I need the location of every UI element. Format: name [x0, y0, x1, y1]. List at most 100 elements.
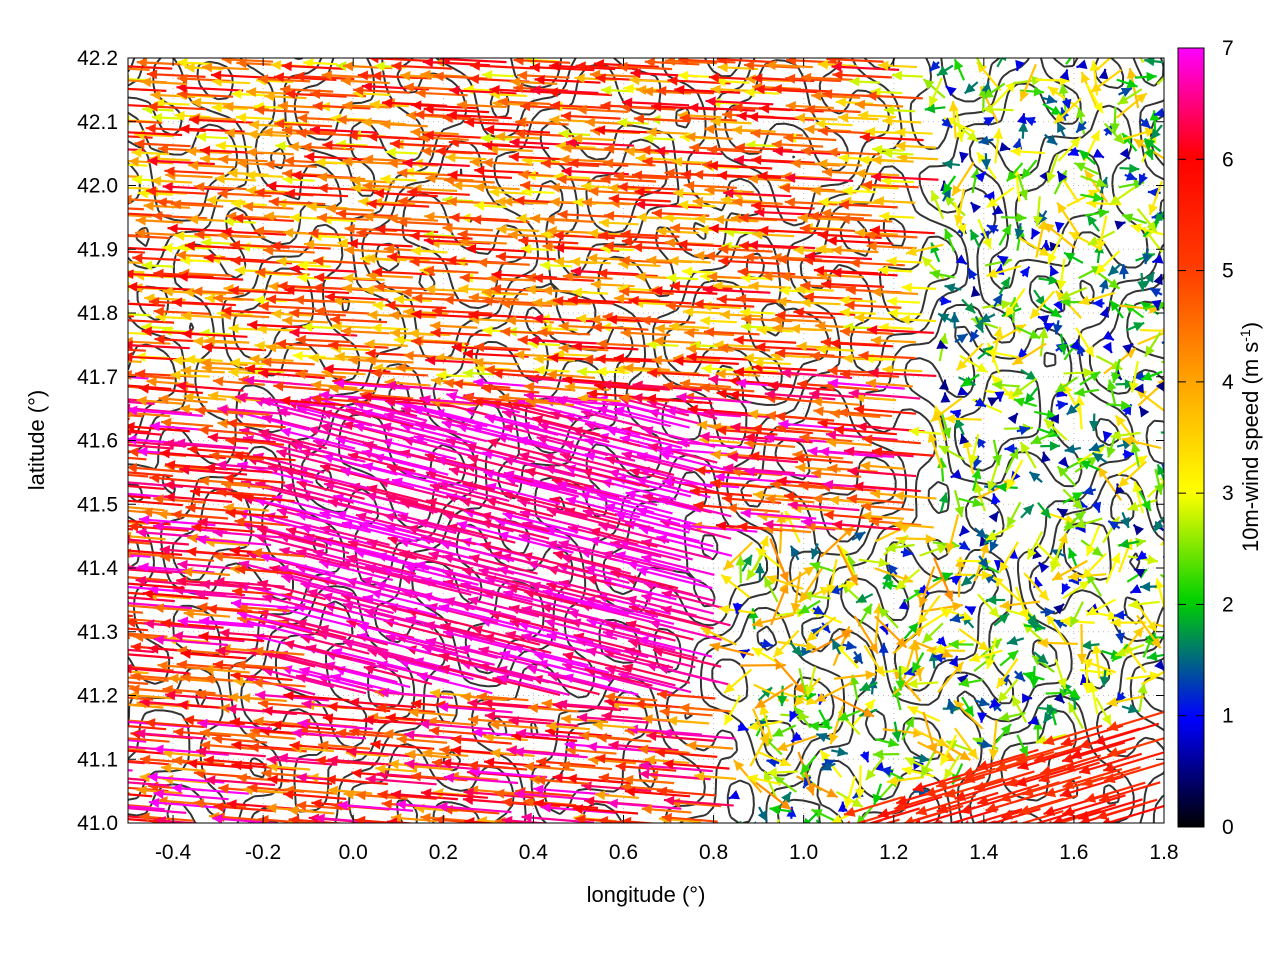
wind-vector-head [114, 733, 124, 743]
wind-vector [752, 708, 770, 747]
wind-vector-head [878, 642, 889, 653]
wind-vector-head [1139, 406, 1150, 418]
wind-vector-shaft [376, 662, 450, 683]
wind-vector [880, 766, 894, 776]
wind-vector-shaft [128, 792, 131, 795]
wind-vector-shaft [128, 417, 130, 421]
wind-vector-head [988, 511, 999, 523]
wind-vector-head [115, 662, 125, 672]
wind-vector-head [513, 747, 525, 758]
wind-vector-head [1115, 632, 1126, 644]
wind-vector-head [1168, 552, 1178, 562]
wind-vector-head [173, 727, 184, 738]
wind-vector-shaft [1096, 798, 1158, 819]
wind-vector-head [128, 403, 131, 414]
wind-vector [746, 774, 782, 786]
wind-vector [168, 673, 216, 684]
wind-vector-head [261, 768, 272, 779]
wind-vector [1077, 798, 1143, 821]
wind-vector-head [212, 734, 223, 744]
wind-vector [663, 759, 730, 770]
wind-vector-head [502, 815, 513, 823]
wind-vector-head [429, 688, 441, 699]
wind-vector-head [314, 813, 325, 823]
wind-vector-head [795, 462, 806, 473]
wind-vector-head [781, 792, 791, 804]
wind-vector [1079, 460, 1100, 471]
wind-vector-shaft [443, 775, 519, 785]
wind-vector [957, 386, 969, 396]
wind-vector-head [176, 659, 188, 670]
wind-vector-head [128, 447, 139, 458]
wind-vector-head [226, 418, 238, 429]
wind-vector-shaft [346, 749, 416, 758]
wind-vector-head [383, 729, 394, 739]
wind-vector-head [266, 754, 277, 765]
wind-vector [854, 765, 865, 800]
wind-vector [327, 701, 391, 713]
wind-vector-head [327, 785, 338, 796]
wind-vector-head [921, 766, 931, 778]
wind-vector [1135, 550, 1148, 562]
wind-vector-head [954, 506, 965, 518]
wind-vector [212, 814, 286, 823]
wind-vector [769, 804, 792, 815]
wind-vector-head [1059, 688, 1070, 699]
wind-vector [1055, 400, 1068, 411]
wind-vector-shaft [69, 480, 124, 484]
wind-vector-shaft [363, 665, 433, 686]
wind-vector-head [199, 579, 211, 590]
wind-vector-head [89, 604, 99, 614]
wind-vector [526, 664, 600, 687]
wind-vector-head [661, 812, 672, 823]
wind-vector-shaft [515, 731, 589, 740]
wind-vector-head [829, 408, 841, 419]
wind-vector-head [1012, 695, 1022, 707]
wind-vector-shaft [973, 770, 1035, 791]
wind-vector-head [1022, 693, 1033, 704]
wind-vector [958, 540, 971, 551]
wind-vector-head [54, 466, 64, 476]
wind-vector [1120, 511, 1130, 529]
wind-vector [974, 527, 988, 540]
wind-vector [1027, 715, 1040, 726]
wind-vector [377, 789, 437, 800]
wind-vector-head [919, 753, 930, 764]
wind-vector [877, 606, 899, 629]
wind-vector [1038, 761, 1100, 783]
wind-vector-shaft [815, 819, 821, 823]
wind-vector-shaft [1077, 798, 1143, 820]
wind-vector-shaft [354, 818, 407, 823]
wind-vector [1005, 766, 1067, 788]
wind-vector [944, 413, 982, 424]
wind-vector-shaft [661, 731, 736, 740]
wind-vector-head [514, 789, 525, 800]
wind-vector [843, 776, 856, 809]
wind-vector-head [536, 757, 547, 768]
wind-vector-head [862, 434, 873, 445]
wind-vector-head [769, 804, 781, 815]
wind-vector-head [639, 769, 650, 780]
wind-vector-head [226, 704, 237, 715]
wind-vector-head [106, 666, 116, 676]
wind-vector [958, 525, 970, 537]
wind-vector-head [786, 806, 797, 817]
wind-vector-head [944, 768, 954, 780]
wind-vector-head [232, 676, 244, 687]
wind-vector [289, 740, 353, 752]
wind-vector-head [404, 729, 415, 740]
wind-vector-head [800, 763, 811, 775]
wind-vector-head [135, 728, 146, 739]
wind-vector [1040, 451, 1051, 463]
wind-vector-shaft [1102, 751, 1164, 772]
wind-vector-head [977, 795, 989, 806]
wind-vector-head [116, 545, 126, 555]
wind-vector-head [887, 737, 899, 748]
wind-vector-shaft [950, 820, 960, 823]
wind-vector-head [1000, 724, 1011, 735]
wind-vector-head [667, 715, 678, 726]
wind-vector-head [1044, 607, 1055, 618]
wind-vector [788, 710, 799, 723]
wind-vector-head [213, 801, 224, 812]
